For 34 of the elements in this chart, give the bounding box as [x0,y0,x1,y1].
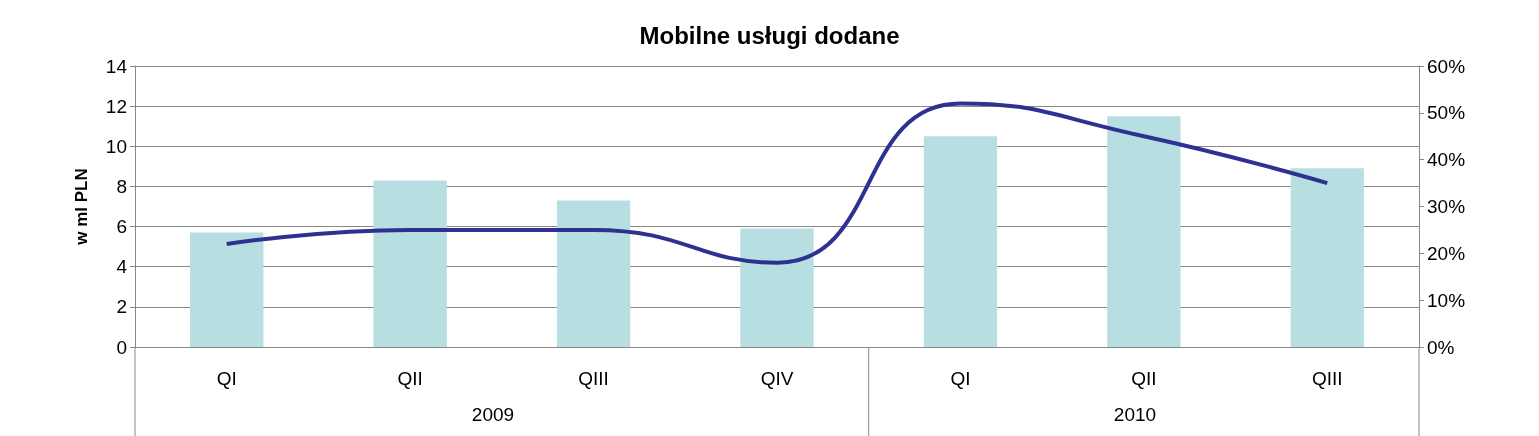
bar [923,136,998,347]
y-tick-label: 14 [105,55,128,77]
bar [373,180,447,347]
y2-tick-label: 40% [1427,149,1466,171]
x-tick-label: QI [216,368,237,389]
bar [1107,116,1181,347]
chart-title: Mobilne usługi dodane [639,21,900,49]
text: 2010 [1113,404,1157,425]
x-tick-label: QII [397,368,423,389]
x-tick-label: QI [950,368,971,389]
bar [740,228,814,347]
y2-tick-label: 20% [1427,242,1466,264]
x-tick-label: QIII [578,368,609,389]
y2-tick-label: 0% [1427,336,1455,358]
text: 2009 [471,404,515,425]
x-tick-label: QIV [760,368,794,389]
bar [556,200,631,347]
y-axis-title: w ml PLN [72,168,91,246]
y2-tick-label: 10% [1427,289,1466,311]
y-tick-label: 12 [105,95,127,117]
y-tick-label: 0 [116,336,127,358]
y-tick-label: 4 [116,256,128,278]
y-tick-label: 10 [105,135,127,157]
y2-tick-label: 50% [1427,102,1466,124]
x-tick-label: QII [1131,368,1157,389]
y2-tick-label: 30% [1427,196,1466,217]
bar [1290,168,1364,347]
line-series [224,101,1330,265]
y-tick-label: 8 [116,175,127,197]
x-tick-label: QIII [1311,368,1343,389]
y-tick-label: 6 [116,216,127,238]
bar [190,232,264,347]
y2-tick-label: 60% [1427,55,1466,77]
y-tick-label: 2 [116,296,127,318]
